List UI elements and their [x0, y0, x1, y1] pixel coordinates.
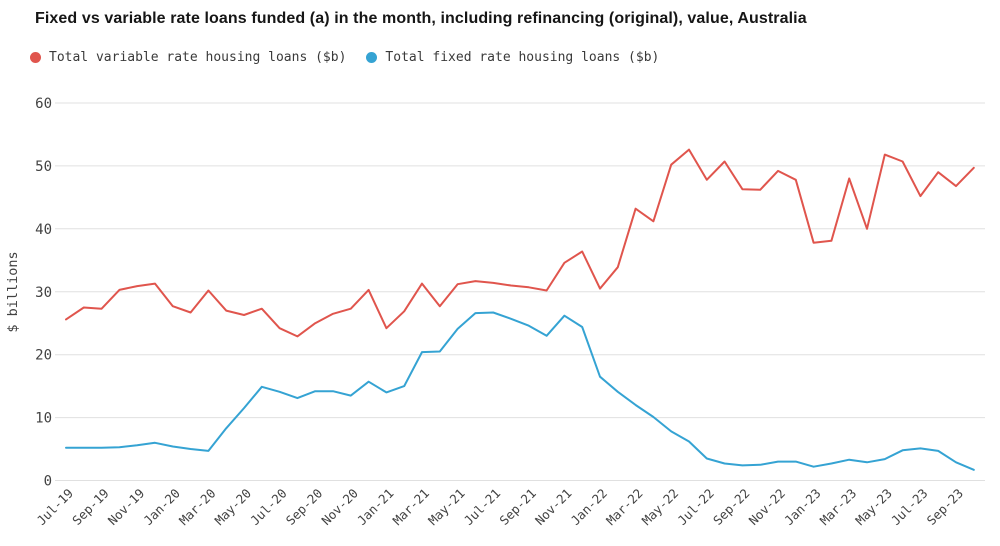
chart-title: Fixed vs variable rate loans funded (a) …: [35, 10, 807, 27]
x-tick-label: Jul-21: [461, 486, 504, 529]
x-tick-label: Nov-19: [105, 486, 148, 529]
y-tick-label: 50: [35, 159, 52, 175]
x-tick-label: May-20: [212, 486, 255, 529]
x-tick-label: Jul-23: [888, 486, 931, 529]
x-tick-label: Jan-20: [140, 486, 183, 529]
y-tick-label: 30: [35, 285, 52, 301]
x-tick-label: Jul-22: [674, 486, 717, 529]
x-tick-label: May-23: [852, 486, 895, 529]
legend-item-fixed[interactable]: Total fixed rate housing loans ($b): [366, 50, 659, 65]
x-tick-label: Jan-22: [568, 486, 611, 529]
x-tick-label: Nov-21: [532, 486, 575, 529]
x-tick-label: Jul-20: [247, 486, 290, 529]
x-tick-label: Mar-23: [817, 486, 860, 529]
legend-swatch: [366, 52, 378, 63]
x-tick-label: May-21: [425, 486, 468, 529]
chart-canvas: 0 10 20 30 40 50 60 $ billions Jul-19Sep-19Nov-1…: [5, 96, 985, 529]
legend-label: Total variable rate housing loans ($b): [49, 50, 347, 65]
x-tick-label: Jul-19: [34, 486, 77, 529]
x-tick-label: Sep-19: [69, 486, 112, 529]
series-line-fixed: [65, 311, 975, 471]
x-tick-label: Mar-21: [390, 486, 433, 529]
x-tick-label: Jan-23: [781, 486, 824, 529]
y-axis-title: $ billions: [5, 251, 21, 332]
legend: Total variable rate housing loans ($b) T…: [30, 50, 679, 65]
x-tick-label: Sep-20: [283, 486, 326, 529]
legend-swatch: [30, 52, 41, 63]
x-tick-label: Sep-23: [924, 486, 967, 529]
y-tick-label: 40: [35, 222, 52, 238]
legend-label: Total fixed rate housing loans ($b): [385, 50, 660, 65]
x-tick-label: Mar-20: [176, 486, 219, 529]
x-tick-label: Nov-22: [746, 486, 789, 529]
x-tick-label: Jan-21: [354, 486, 397, 529]
y-tick-label: 20: [35, 348, 52, 364]
legend-item-variable[interactable]: Total variable rate housing loans ($b): [30, 50, 346, 65]
y-tick-label: 0: [44, 474, 52, 490]
x-tick-label: Mar-22: [603, 486, 646, 529]
series-line-variable: [65, 148, 975, 338]
x-tick-label: Nov-20: [318, 486, 361, 529]
x-tick-label: May-22: [639, 486, 682, 529]
x-tick-label: Sep-22: [710, 486, 753, 529]
x-tick-label: Sep-21: [496, 486, 539, 529]
y-tick-label: 10: [35, 411, 52, 427]
y-tick-label: 60: [35, 96, 52, 112]
